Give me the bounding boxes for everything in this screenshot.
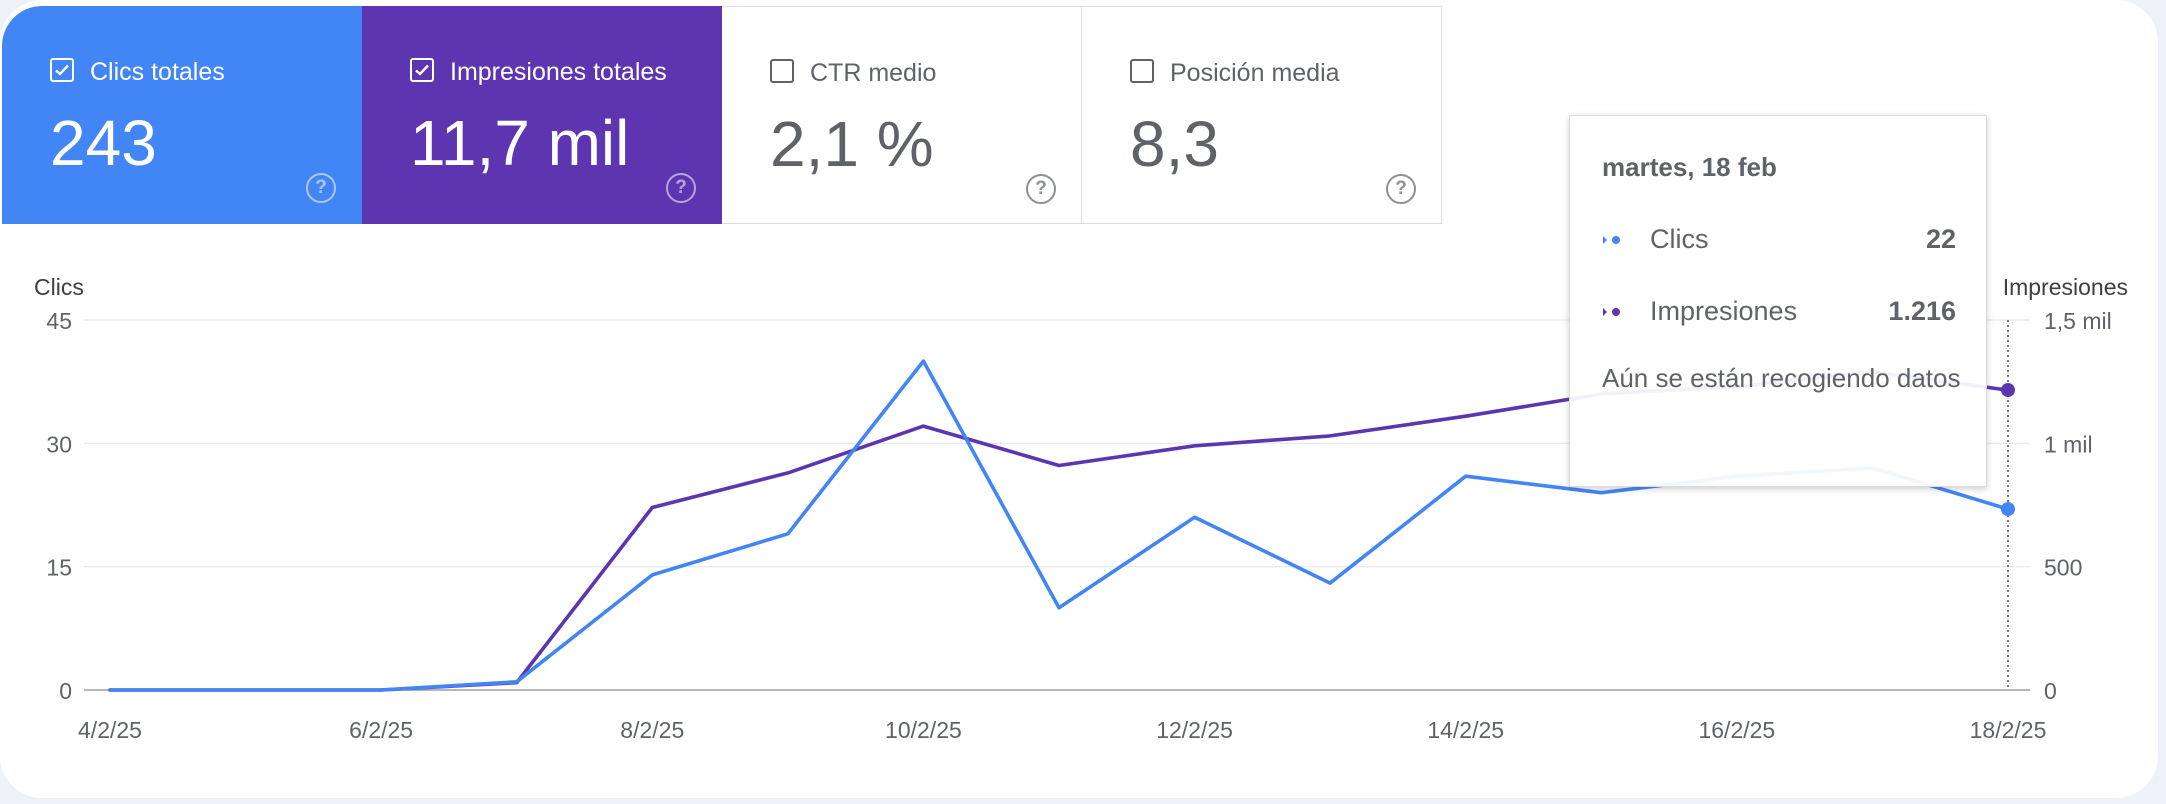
metric-value: 8,3 bbox=[1130, 108, 1219, 180]
help-icon[interactable]: ? bbox=[306, 173, 336, 203]
tooltip-row-impressions: Impresiones 1.216 bbox=[1602, 294, 1956, 330]
hover-point-clics bbox=[2001, 502, 2015, 517]
checkbox-unchecked-icon[interactable] bbox=[770, 59, 794, 83]
tooltip-note: Aún se están recogiendo datos bbox=[1602, 363, 1961, 393]
y-tick-label-right: 0 bbox=[2044, 678, 2057, 704]
impressions-series-icon bbox=[1603, 308, 1620, 316]
y-tick-label-right: 1 mil bbox=[2044, 431, 2093, 457]
help-icon[interactable]: ? bbox=[1386, 174, 1416, 204]
help-icon[interactable]: ? bbox=[1026, 174, 1056, 204]
metric-tile-position[interactable]: Posición media 8,3 ? bbox=[1082, 6, 1442, 224]
x-tick-label: 4/2/25 bbox=[78, 717, 142, 743]
metric-value: 243 bbox=[50, 107, 157, 179]
x-tick-label: 8/2/25 bbox=[620, 717, 684, 743]
y-tick-label-right: 500 bbox=[2044, 555, 2082, 581]
metric-value: 11,7 mil bbox=[410, 107, 630, 179]
y-tick-label-left: 0 bbox=[59, 678, 72, 704]
tooltip-impressions-label: Impresiones bbox=[1650, 296, 1798, 326]
y-tick-label-right: 1,5 mil bbox=[2044, 308, 2112, 334]
tooltip-row-clicks: Clics 22 bbox=[1602, 222, 1956, 258]
x-tick-label: 12/2/25 bbox=[1156, 717, 1233, 743]
x-tick-label: 6/2/25 bbox=[349, 717, 413, 743]
tooltip-date: martes, 18 feb bbox=[1602, 152, 1777, 182]
tooltip-impressions-value: 1.216 bbox=[1888, 296, 1956, 326]
checkbox-unchecked-icon[interactable] bbox=[1130, 59, 1154, 83]
y-axis-title-left: Clics bbox=[34, 274, 84, 300]
x-tick-label: 16/2/25 bbox=[1698, 717, 1775, 743]
y-tick-label-left: 45 bbox=[46, 308, 72, 334]
metric-tile-clicks[interactable]: Clics totales 243 ? bbox=[2, 6, 362, 224]
x-tick-label: 18/2/25 bbox=[1970, 717, 2047, 743]
metric-tile-ctr[interactable]: CTR medio 2,1 % ? bbox=[722, 6, 1082, 224]
metric-tile-impressions[interactable]: Impresiones totales 11,7 mil ? bbox=[362, 6, 722, 224]
x-tick-label: 14/2/25 bbox=[1427, 717, 1504, 743]
y-tick-label-left: 15 bbox=[46, 555, 72, 581]
chart-tooltip: martes, 18 feb Clics 22 Impresiones 1.21… bbox=[1569, 115, 1987, 487]
checkbox-checked-icon[interactable] bbox=[50, 58, 74, 82]
clicks-series-icon bbox=[1603, 236, 1620, 244]
hover-point-impresiones bbox=[2001, 383, 2015, 398]
y-tick-label-left: 30 bbox=[46, 431, 72, 457]
tooltip-clicks-value: 22 bbox=[1925, 224, 1956, 254]
metric-value: 2,1 % bbox=[770, 108, 934, 180]
help-icon[interactable]: ? bbox=[666, 173, 696, 203]
x-tick-label: 10/2/25 bbox=[885, 717, 962, 743]
tooltip-clicks-label: Clics bbox=[1650, 224, 1709, 254]
checkbox-checked-icon[interactable] bbox=[410, 58, 434, 82]
y-axis-title-right: Impresiones bbox=[2003, 274, 2128, 300]
